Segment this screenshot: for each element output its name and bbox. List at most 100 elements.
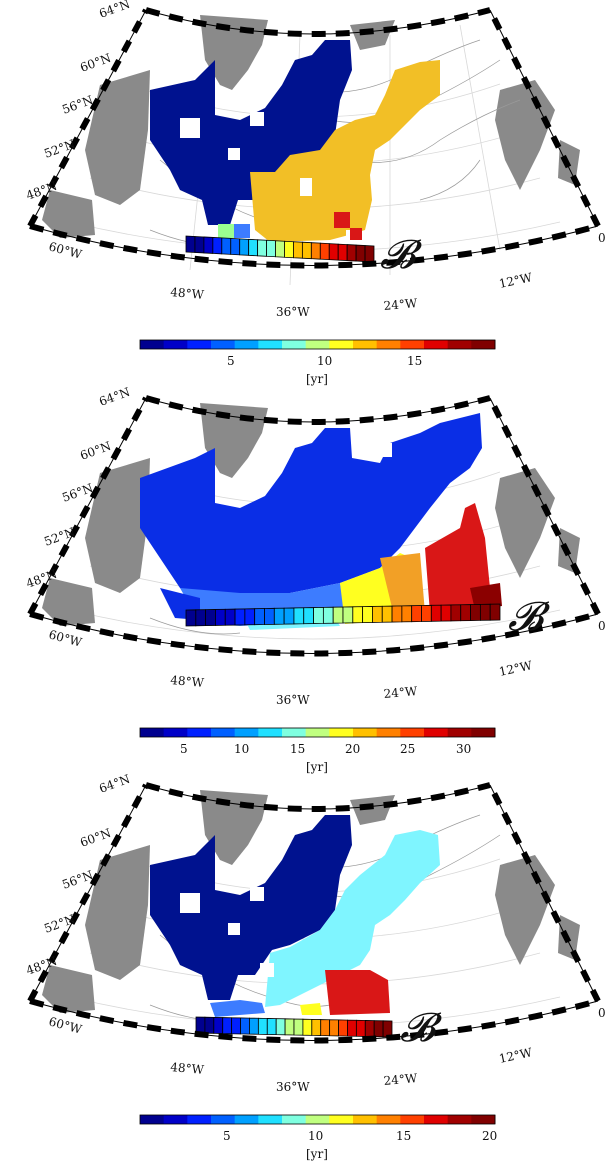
region-b-cell	[283, 607, 295, 625]
region-b-cell	[401, 605, 413, 623]
lat-label-60: 60°N	[78, 826, 113, 850]
region-b-cell	[302, 1018, 313, 1036]
region-b-cell	[373, 1020, 384, 1038]
colorbar-segment	[211, 1115, 224, 1124]
land	[42, 403, 580, 626]
lon-label-24w: 24°W	[383, 684, 418, 701]
colorbar-segment	[234, 340, 247, 349]
colorbar-segment	[388, 1115, 401, 1124]
region-b-cell	[244, 608, 256, 626]
region-b-cell	[212, 237, 223, 255]
region-b-cell	[293, 1018, 304, 1036]
region-b-cell	[364, 245, 375, 263]
colorbar-segment	[246, 340, 259, 349]
lon-label-48w: 48°W	[170, 673, 205, 690]
lat-label-56: 56°N	[60, 93, 95, 117]
colorbar-segment	[305, 340, 318, 349]
colorbar-segment	[211, 728, 224, 737]
region-b-cell	[479, 603, 491, 621]
colorbar-segment	[305, 728, 318, 737]
lon-label-12w: 12°W	[498, 1045, 534, 1066]
colorbar-segment	[258, 728, 271, 737]
panel-middle: 64°N 60°N 56°N 52°N 48°N 60°W 48°W 36°W …	[24, 385, 605, 774]
colorbar-segment	[483, 728, 496, 737]
cells-boundary	[218, 224, 250, 238]
colorbar-segment	[222, 340, 236, 349]
cells-holes	[380, 443, 392, 457]
colorbar-segment	[163, 340, 176, 349]
colorbar-tick: 5	[223, 1129, 231, 1143]
region-b-cell	[234, 608, 246, 626]
region-b-cell	[275, 240, 285, 258]
colorbar-segment	[140, 1115, 153, 1124]
region-b-cell	[221, 237, 232, 255]
cells-holes	[180, 112, 264, 160]
region-b-cell	[303, 607, 314, 625]
colorbar-tick: 20	[482, 1129, 497, 1143]
colorbar-unit: [yr]	[306, 372, 328, 386]
region-b-cell	[213, 1016, 224, 1034]
colorbar-segment	[329, 1115, 342, 1124]
lon-label-36w: 36°W	[276, 693, 310, 707]
colorbar-segment	[222, 1115, 236, 1124]
colorbar-segment	[293, 728, 307, 737]
region-b-cell	[215, 608, 226, 626]
panel-top: 64°N 60°N 56°N 52°N 48°N 60°W 48°W 36°W …	[24, 0, 605, 386]
colorbar-tick: 10	[234, 742, 249, 756]
region-b-strip	[185, 603, 501, 627]
region-b-cell	[231, 1017, 241, 1035]
region-b-cell	[421, 604, 432, 622]
lon-label-12w: 12°W	[498, 270, 534, 291]
lon-label-0: 0	[598, 619, 606, 633]
colorbar-tick: 20	[345, 742, 360, 756]
colorbar-segment	[163, 1115, 176, 1124]
map-frame	[27, 7, 601, 286]
colorbar-segment	[175, 728, 188, 737]
cells-holes	[180, 887, 274, 977]
cells-east	[250, 60, 440, 242]
lon-label-48w: 48°W	[170, 285, 205, 302]
colorbar-segment	[364, 728, 378, 737]
colorbar-segment	[175, 1115, 188, 1124]
colorbar-segment	[234, 1115, 247, 1124]
colorbar-segment	[412, 340, 425, 349]
colorbar-segment	[376, 728, 389, 737]
region-b-cell	[313, 606, 324, 624]
frame-border	[27, 7, 601, 269]
region-b-cell	[352, 606, 364, 624]
colorbar: 5 10 15 [yr]	[139, 339, 496, 386]
lat-label-64: 64°N	[97, 772, 132, 796]
region-b-cell	[239, 238, 250, 256]
region-b-cell	[204, 1016, 215, 1034]
lat-label-56: 56°N	[60, 868, 95, 892]
region-b-cell	[440, 604, 452, 622]
lon-label-60w: 60°W	[47, 239, 84, 261]
colorbar-tick: 5	[227, 354, 235, 368]
colorbar-segment	[199, 1115, 212, 1124]
colorbar-segment	[471, 1115, 484, 1124]
colorbar-segment	[447, 340, 460, 349]
region-b-cell	[301, 241, 312, 260]
cells-red	[334, 212, 362, 240]
frame-border	[27, 782, 601, 1044]
frame-border	[27, 395, 601, 657]
region-b-cell	[185, 235, 196, 253]
region-b-cell	[275, 1018, 286, 1036]
region-b-cell	[293, 241, 303, 259]
region-b-cell	[355, 1019, 366, 1037]
colorbar-segment	[293, 1115, 307, 1124]
colorbar-segment	[388, 340, 401, 349]
colorbar-segment	[435, 340, 449, 349]
colorbar-segment	[424, 1115, 437, 1124]
region-b-cell	[185, 609, 197, 627]
colorbar-segment	[459, 728, 472, 737]
colorbar-bar	[140, 340, 496, 349]
colorbar-segment	[270, 1115, 283, 1124]
colorbar-segment	[187, 728, 200, 737]
colorbar-segment	[140, 340, 153, 349]
lon-label-24w: 24°W	[383, 1071, 418, 1088]
colorbar-segment	[317, 340, 330, 349]
colorbar-segment	[282, 728, 295, 737]
colorbar-segment	[151, 728, 165, 737]
colorbar-tick: 10	[317, 354, 332, 368]
